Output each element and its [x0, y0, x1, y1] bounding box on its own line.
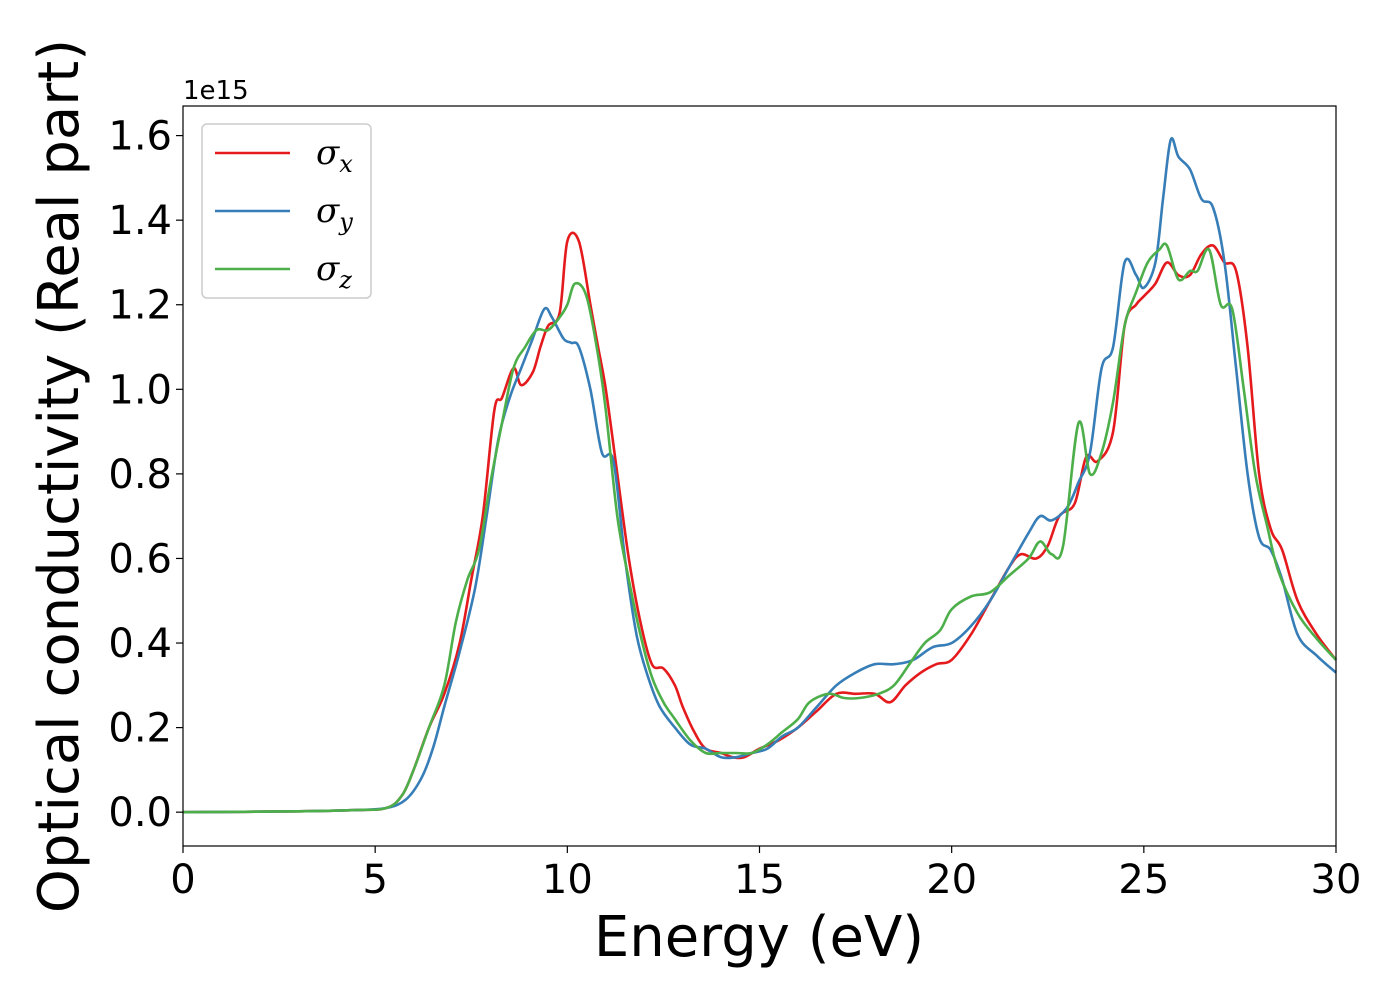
legend: σx σy σz [201, 123, 372, 299]
x-tick-label: 25 [1118, 857, 1169, 903]
y-tick-label: 1.4 [108, 198, 172, 244]
x-tick-label: 0 [170, 857, 195, 903]
y-tick-label: 1.2 [108, 283, 172, 329]
series-line-x [182, 231, 1338, 814]
x-tick-label: 5 [362, 857, 387, 903]
series-layer [182, 137, 1338, 814]
y-tick-label: 0.2 [108, 706, 172, 752]
y-tick-label: 0.4 [108, 621, 172, 667]
y-axis: 0.0 0.2 0.4 0.6 0.8 1.0 1.2 1.4 1.6 [108, 114, 183, 836]
series-line-z [182, 242, 1337, 814]
y-tick-label: 1.0 [108, 367, 172, 413]
x-tick-label: 10 [542, 857, 593, 903]
y-tick-label: 1.6 [108, 114, 172, 160]
y-tick-label: 0.8 [108, 452, 172, 498]
legend-label-y: σy [316, 191, 353, 236]
legend-label-x: σx [316, 133, 353, 178]
x-tick-label: 20 [926, 857, 977, 903]
y-tick-label: 0.0 [108, 790, 172, 836]
y-offset-label: 1e15 [183, 76, 249, 106]
x-axis: 0 5 10 15 20 25 30 [170, 846, 1361, 903]
y-tick-label: 0.6 [108, 536, 172, 582]
x-tick-label: 30 [1311, 857, 1362, 903]
legend-label-z: σz [316, 249, 352, 294]
x-axis-title: Energy (eV) [594, 905, 924, 970]
x-tick-label: 15 [734, 857, 785, 903]
y-axis-title: Optical conductivity (Real part) [27, 39, 92, 913]
